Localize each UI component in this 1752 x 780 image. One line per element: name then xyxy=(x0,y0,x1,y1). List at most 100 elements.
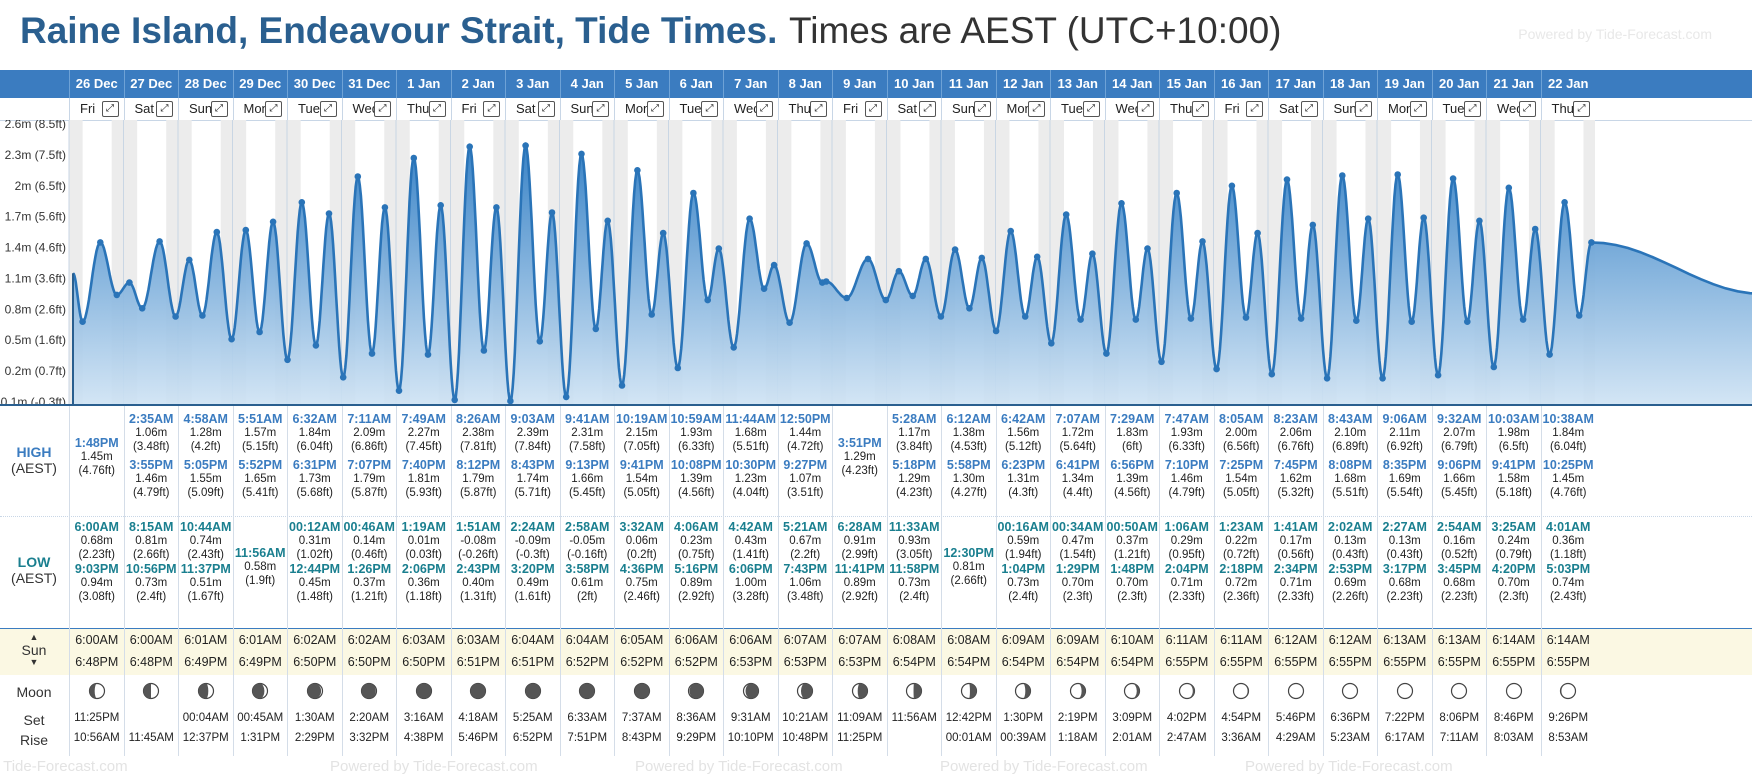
low-tide-feet: (3.08ft) xyxy=(78,591,115,603)
moonset-time: 8:06PM xyxy=(1439,712,1480,724)
low-tide-meters: 0.37m xyxy=(353,577,386,589)
tide-extreme-point xyxy=(1228,182,1236,190)
low-tide-meters: 0.73m xyxy=(135,577,168,589)
expand-icon[interactable]: ⤢ xyxy=(1355,101,1372,117)
sunrise-time: 6:13AM xyxy=(1383,633,1427,647)
low-tide-cell: 11:56AM 0.58m (1.9ft) xyxy=(232,516,288,628)
tide-extreme-point xyxy=(451,396,459,404)
low-tide-meters: 0.74m xyxy=(1552,577,1585,589)
expand-icon[interactable]: ⤢ xyxy=(864,101,882,117)
expand-icon[interactable]: ⤢ xyxy=(1191,101,1209,117)
high-tide-meters: 1.84m xyxy=(298,427,331,439)
high-tide-time: 10:59AM xyxy=(670,412,722,426)
high-tide-entry: 6:42AM 1.56m (5.12ft) xyxy=(997,412,1051,454)
tide-extreme-point xyxy=(1144,245,1151,252)
moon-icon-wrap xyxy=(724,674,778,708)
high-tide-time: 9:13PM xyxy=(565,458,610,472)
low-tide-meters: 0.40m xyxy=(462,577,495,589)
expand-icon[interactable]: ⤢ xyxy=(1300,101,1318,117)
low-tide-entry: 3:20PM 0.49m (1.61ft) xyxy=(506,562,560,604)
high-tide-entry: 7:10PM 1.46m (4.79ft) xyxy=(1160,458,1214,500)
expand-icon[interactable]: ⤢ xyxy=(592,101,609,117)
expand-icon[interactable]: ⤢ xyxy=(646,101,664,117)
high-tide-cell: 7:11AM 2.09m (6.86ft) 7:07PM 1.79m (5.87ft) xyxy=(341,406,397,516)
date-cell: 22 Jan xyxy=(1540,70,1596,98)
expand-icon[interactable]: ⤢ xyxy=(265,101,282,117)
expand-icon[interactable]: ⤢ xyxy=(374,101,391,117)
expand-icon[interactable]: ⤢ xyxy=(755,101,773,117)
high-tide-entry: 3:55PM 1.46m (4.79ft) xyxy=(125,458,179,500)
low-tide-feet: (-0.3ft) xyxy=(515,549,550,561)
low-tide-time: 1:26PM xyxy=(347,562,392,576)
expand-icon[interactable]: ⤢ xyxy=(1409,101,1427,117)
high-tide-meters: 1.79m xyxy=(462,473,495,485)
high-tide-time: 2:35AM xyxy=(129,412,174,426)
expand-icon[interactable]: ⤢ xyxy=(1082,101,1100,117)
expand-icon[interactable]: ⤢ xyxy=(1028,101,1045,117)
moon-cell: 1:30PM 00:39AM xyxy=(995,674,1051,756)
date-cell: 31 Dec xyxy=(341,70,397,98)
high-tide-meters: 1.66m xyxy=(1443,473,1476,485)
tide-extreme-point xyxy=(1379,375,1386,382)
high-tide-meters: 1.55m xyxy=(189,473,222,485)
moonrise-time: 00:01AM xyxy=(945,732,992,744)
moonset-time: 2:19PM xyxy=(1057,712,1098,724)
moon-cell: 8:36AM 9:29PM xyxy=(668,674,724,756)
high-tide-feet: (4.76ft) xyxy=(78,465,115,477)
expand-icon[interactable]: ⤢ xyxy=(1464,101,1481,117)
sunrise-time: 6:02AM xyxy=(293,633,337,647)
moon-cell: 11:09AM 11:25PM xyxy=(832,674,887,756)
moon-phase-icon xyxy=(742,682,759,700)
expand-icon[interactable]: ⤢ xyxy=(1246,101,1263,117)
expand-icon[interactable]: ⤢ xyxy=(428,101,446,117)
expand-icon[interactable]: ⤢ xyxy=(537,101,555,117)
high-tide-time: 6:12AM xyxy=(946,412,991,426)
low-tide-time: 3:58PM xyxy=(565,562,610,576)
tide-extreme-point xyxy=(1531,225,1539,233)
expand-icon[interactable]: ⤢ xyxy=(210,101,228,117)
expand-icon[interactable]: ⤢ xyxy=(1518,101,1536,117)
high-tide-feet: (6.89ft) xyxy=(1332,441,1369,453)
expand-icon[interactable]: ⤢ xyxy=(701,101,718,117)
high-tide-meters: 1.28m xyxy=(189,427,222,439)
expand-icon[interactable]: ⤢ xyxy=(101,101,119,117)
low-tide-entry: 11:58PM 0.73m (2.4ft) xyxy=(888,562,942,604)
sunrise-time: 6:07AM xyxy=(783,633,827,647)
low-tide-feet: (0.2ft) xyxy=(626,549,657,561)
expand-icon[interactable]: ⤢ xyxy=(156,101,173,117)
moon-cell: 7:22PM 6:17AM xyxy=(1377,674,1432,756)
high-tide-meters: 1.44m xyxy=(789,427,822,439)
expand-icon[interactable]: ⤢ xyxy=(973,101,991,117)
high-tide-feet: (5.87ft) xyxy=(460,487,497,499)
high-tide-entry: 8:35PM 1.69m (5.54ft) xyxy=(1378,458,1432,500)
sun-cell: 6:13AM 6:55PM xyxy=(1377,628,1432,674)
expand-icon[interactable]: ⤢ xyxy=(483,101,500,117)
high-tide-entry: 7:07PM 1.79m (5.87ft) xyxy=(343,458,397,500)
low-tide-entry: 6:06PM 1.00m (3.28ft) xyxy=(724,562,778,604)
low-tide-entry: 2:43PM 0.40m (1.31ft) xyxy=(452,562,506,604)
expand-icon[interactable]: ⤢ xyxy=(919,101,936,117)
sun-cell: 6:08AM 6:54PM xyxy=(941,628,996,674)
high-tide-feet: (5.93ft) xyxy=(405,487,442,499)
moonrise-time: 12:37PM xyxy=(182,732,229,744)
night-band xyxy=(559,120,574,406)
weekday-cell: Sat ⤢ xyxy=(1268,98,1323,120)
tide-extreme-point xyxy=(864,255,872,263)
expand-icon[interactable]: ⤢ xyxy=(319,101,337,117)
low-tide-entry: 2:18PM 0.72m (2.36ft) xyxy=(1215,562,1269,604)
expand-icon[interactable]: ⤢ xyxy=(810,101,827,117)
low-tide-meters: 0.45m xyxy=(298,577,331,589)
moonrise-time xyxy=(888,728,942,748)
expand-icon[interactable]: ⤢ xyxy=(1573,101,1590,117)
high-tide-feet: (5.32ft) xyxy=(1277,487,1314,499)
high-tide-time: 8:05AM xyxy=(1219,412,1264,426)
expand-icon[interactable]: ⤢ xyxy=(1137,101,1154,117)
moon-phase-icon xyxy=(252,682,269,700)
high-tide-meters: 1.83m xyxy=(1116,427,1149,439)
tide-extreme-point xyxy=(659,229,667,237)
low-tide-time: 1:19AM xyxy=(401,520,446,534)
sun-cell: 6:03AM 6:50PM xyxy=(396,628,451,674)
high-tide-feet: (4.3ft) xyxy=(1008,487,1039,499)
tide-extreme-point xyxy=(113,291,121,299)
moon-icon-wrap xyxy=(1378,674,1432,708)
